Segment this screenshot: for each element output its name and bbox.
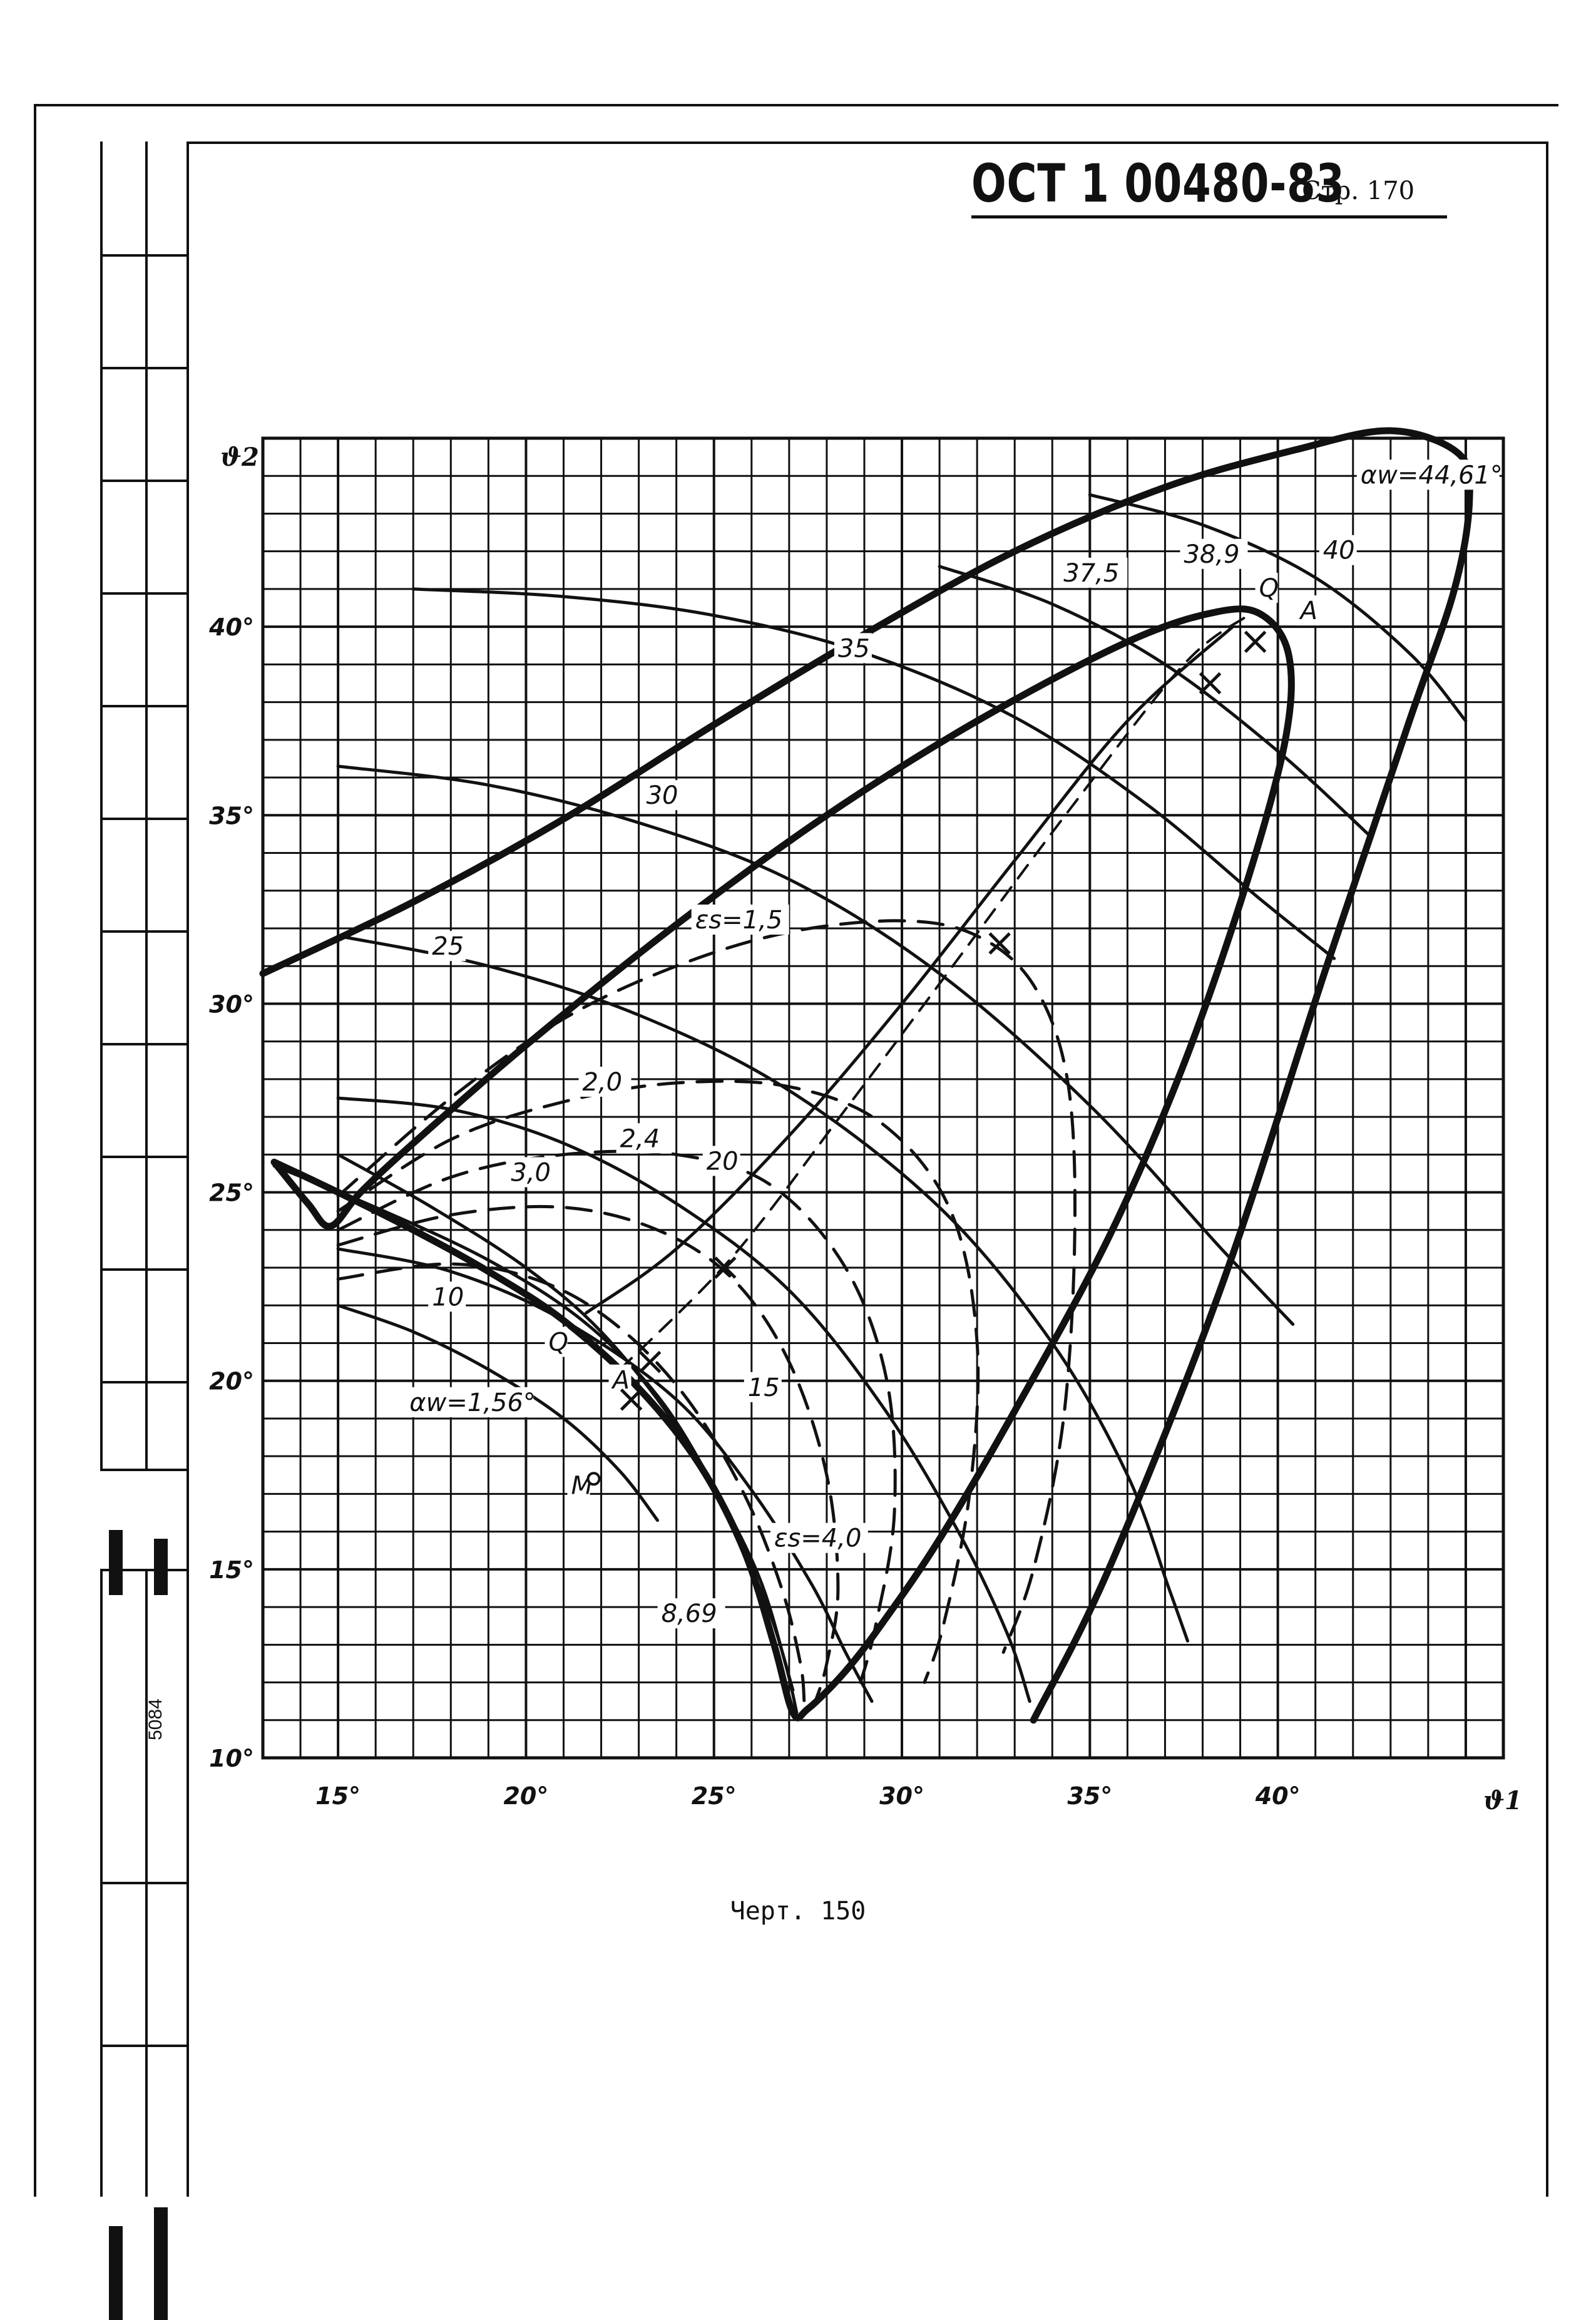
curve-label: εs=4,0	[774, 1524, 862, 1553]
inner-page-frame	[187, 141, 1548, 2197]
curve-label-backdrop	[616, 1123, 669, 1154]
series-line-6	[336, 1096, 1031, 1703]
y-tick-label: 20°	[209, 1368, 254, 1395]
y-tick-label: 40°	[208, 613, 254, 641]
point-marker-cross	[988, 932, 1011, 955]
curve-label: Q	[1259, 574, 1279, 603]
curve-label-backdrop	[608, 1364, 632, 1395]
y-tick-label: 25°	[209, 1179, 254, 1207]
curve-label: αw=1,56°	[409, 1388, 536, 1417]
x-tick-label: 40°	[1255, 1782, 1301, 1810]
series-line-18	[618, 614, 1249, 1371]
series-line-14	[336, 1149, 897, 1684]
curve-label-backdrop	[702, 1146, 740, 1176]
x-axis-label: ϑ1	[1483, 1786, 1522, 1815]
x-tick-label: 15°	[315, 1782, 361, 1810]
curve-label: 25	[432, 932, 464, 961]
series-line-15	[336, 1204, 840, 1703]
curve-label: αw=44,61°	[1361, 461, 1503, 490]
series-line-17	[585, 625, 1235, 1315]
y-tick-label: 30°	[209, 990, 254, 1018]
series-line-3	[272, 1164, 799, 1715]
curve-label-backdrop	[567, 1470, 590, 1501]
curve-label-backdrop	[578, 1066, 632, 1097]
x-tick-label: 35°	[1067, 1782, 1112, 1810]
chart-labels: αw=44,61°4038,9QA37,53530εs=1,5252,02,42…	[406, 459, 1503, 1629]
curve-label-backdrop	[1060, 557, 1128, 588]
curve-label: Q	[548, 1328, 568, 1357]
chart-markers	[586, 630, 1267, 1486]
curve-label: 37,5	[1063, 559, 1119, 588]
curve-label-backdrop	[657, 1598, 725, 1629]
page-number: Стр. 170	[1302, 177, 1415, 205]
curve-label: 20	[707, 1147, 739, 1176]
curve-label: 35	[838, 634, 870, 663]
point-marker-cross	[1244, 630, 1267, 653]
curve-label-backdrop	[406, 1387, 534, 1417]
chart-ticks: 15° 20° 25° 30° 35° 40° 10° 15° 20° 25° 30° 35° 40°	[208, 613, 1300, 1810]
curve-label-backdrop	[428, 931, 466, 962]
curve-label: 2,0	[583, 1068, 623, 1097]
y-tick-label: 35°	[209, 802, 254, 829]
point-marker-cross	[714, 1256, 737, 1279]
curve-label-backdrop	[428, 1281, 466, 1312]
chart-series	[259, 427, 1473, 1724]
chart-grid	[261, 436, 1505, 1760]
standard-code: ОСТ 1 00480-83	[971, 153, 1345, 214]
x-tick-label: 20°	[503, 1782, 548, 1810]
series-line-13	[336, 1079, 980, 1684]
series-line-16	[336, 1262, 806, 1703]
curve-label: 3,0	[511, 1159, 551, 1188]
curve-label-backdrop	[770, 1522, 868, 1553]
curve-label-backdrop	[1255, 572, 1278, 603]
curve-label: εs=1,5	[695, 906, 783, 935]
curve-label-backdrop	[691, 904, 789, 935]
curve-label-backdrop	[1296, 595, 1319, 626]
curve-label: 8,69	[662, 1599, 717, 1628]
curve-label-backdrop	[507, 1157, 560, 1188]
curve-label-backdrop	[642, 780, 680, 811]
curve-label-backdrop	[1180, 538, 1248, 569]
point-marker-cross	[638, 1350, 662, 1373]
x-tick-label: 25°	[692, 1782, 737, 1810]
curve-label: 15	[748, 1373, 780, 1402]
curve-label-backdrop	[1319, 535, 1357, 565]
curve-label: A	[611, 1366, 630, 1395]
series-line-7	[336, 934, 1189, 1643]
curve-label-backdrop	[744, 1372, 782, 1402]
series-line-1	[270, 605, 1295, 1722]
curve-label: 2,4	[620, 1124, 660, 1153]
curve-label-backdrop	[834, 633, 872, 664]
series-line-12	[336, 919, 1077, 1654]
series-line-9	[411, 587, 1336, 960]
curve-label: 40	[1323, 536, 1355, 565]
series-line-10	[938, 565, 1370, 836]
y-axis-label: ϑ2	[220, 443, 259, 472]
curve-label: A	[1299, 597, 1317, 625]
curve-label: 30	[647, 781, 678, 810]
curve-label: 38,9	[1184, 540, 1239, 569]
curve-label: 10	[432, 1283, 464, 1311]
x-tick-label: 30°	[879, 1782, 924, 1810]
chart: 15° 20° 25° 30° 35° 40°10°15°20°25°30°35°40° …	[208, 427, 1522, 1815]
plot-border	[261, 436, 1505, 1760]
series-line-8	[336, 764, 1295, 1326]
y-tick-label: 10°	[209, 1745, 254, 1772]
point-marker-cross	[620, 1388, 643, 1411]
series-line-11	[1088, 493, 1468, 723]
figure-caption: Черт. 150	[730, 1897, 866, 1926]
outer-page-frame	[34, 104, 1558, 2197]
point-marker-circle	[586, 1472, 601, 1486]
series-line-0	[259, 427, 1473, 1724]
curve-label-backdrop	[1356, 459, 1500, 490]
curve-label-backdrop	[545, 1327, 568, 1357]
point-marker-cross	[1199, 672, 1222, 695]
header-underline	[971, 215, 1447, 218]
y-tick-label: 15°	[209, 1556, 254, 1584]
